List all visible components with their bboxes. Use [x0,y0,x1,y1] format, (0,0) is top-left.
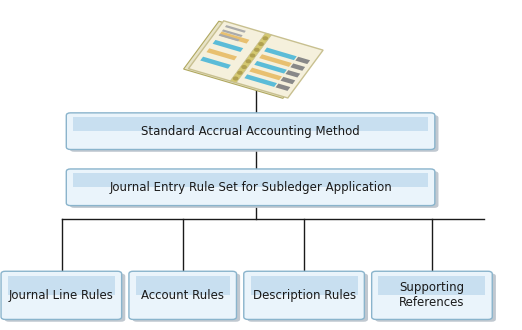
Bar [259,54,292,67]
Bar [188,21,323,98]
FancyBboxPatch shape [70,171,438,208]
Bar [219,34,240,41]
FancyBboxPatch shape [375,274,496,322]
Bar [290,63,305,71]
Bar [184,21,318,98]
Bar [254,61,287,74]
Bar [8,276,115,295]
Bar [244,74,277,87]
Bar [230,33,271,83]
Bar [219,32,250,44]
Text: Journal Entry Rule Set for Subledger Application: Journal Entry Rule Set for Subledger App… [109,181,392,194]
FancyBboxPatch shape [247,274,368,322]
Bar [136,276,230,295]
Text: Description Rules: Description Rules [253,289,355,302]
Circle shape [238,72,242,74]
Bar [206,48,237,60]
Bar [222,29,243,37]
Bar [280,77,295,84]
Bar [225,25,246,33]
Circle shape [251,54,255,57]
Bar [250,68,282,80]
Text: Account Rules: Account Rules [141,289,224,302]
Circle shape [263,37,267,40]
Circle shape [255,49,259,51]
FancyBboxPatch shape [129,271,236,319]
Bar [286,70,300,78]
Bar [295,57,310,64]
Bar [73,117,428,131]
FancyBboxPatch shape [66,113,435,149]
FancyBboxPatch shape [70,115,438,152]
Text: Supporting
References: Supporting References [399,281,465,309]
Bar [200,57,231,69]
Text: Journal Line Rules: Journal Line Rules [9,289,114,302]
FancyBboxPatch shape [5,274,125,322]
Bar [212,40,243,52]
Circle shape [259,43,263,46]
Text: Standard Accrual Accounting Method: Standard Accrual Accounting Method [141,125,360,138]
FancyBboxPatch shape [372,271,492,319]
Bar [251,276,358,295]
Circle shape [246,60,251,63]
FancyBboxPatch shape [133,274,240,322]
Bar [264,48,296,60]
Bar [276,83,290,91]
FancyBboxPatch shape [244,271,364,319]
FancyBboxPatch shape [1,271,122,319]
Circle shape [242,66,246,68]
Circle shape [233,77,238,80]
Bar [73,173,428,187]
FancyBboxPatch shape [66,169,435,206]
Bar [378,276,485,295]
